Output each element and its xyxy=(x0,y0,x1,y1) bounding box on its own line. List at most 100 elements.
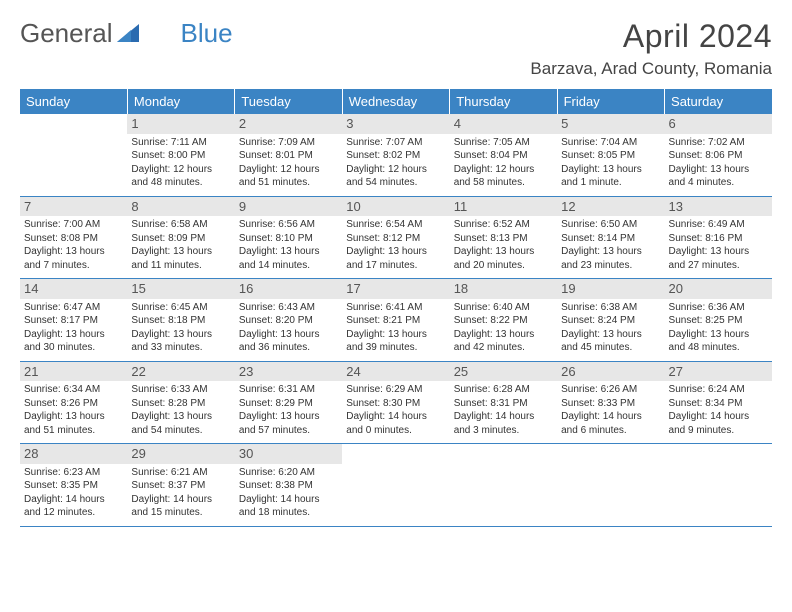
day-number: 19 xyxy=(557,279,664,299)
sunrise-line: Sunrise: 6:41 AM xyxy=(346,301,445,315)
brand-part1: General xyxy=(20,18,113,49)
calendar-cell: 11Sunrise: 6:52 AMSunset: 8:13 PMDayligh… xyxy=(450,196,557,279)
weekday-header: Tuesday xyxy=(235,89,342,114)
weekday-header: Thursday xyxy=(450,89,557,114)
daylight-line: Daylight: 13 hours and 45 minutes. xyxy=(561,328,660,355)
day-number: 25 xyxy=(450,362,557,382)
sunset-line: Sunset: 8:18 PM xyxy=(131,314,230,328)
day-number: 9 xyxy=(235,197,342,217)
calendar-row: 1Sunrise: 7:11 AMSunset: 8:00 PMDaylight… xyxy=(20,114,772,196)
sunrise-line: Sunrise: 6:23 AM xyxy=(24,466,123,480)
sunrise-line: Sunrise: 6:36 AM xyxy=(669,301,768,315)
day-number: 17 xyxy=(342,279,449,299)
calendar-cell: 24Sunrise: 6:29 AMSunset: 8:30 PMDayligh… xyxy=(342,361,449,444)
calendar-cell: 29Sunrise: 6:21 AMSunset: 8:37 PMDayligh… xyxy=(127,444,234,527)
sunrise-line: Sunrise: 6:50 AM xyxy=(561,218,660,232)
calendar-cell: 27Sunrise: 6:24 AMSunset: 8:34 PMDayligh… xyxy=(665,361,772,444)
daylight-line: Daylight: 13 hours and 54 minutes. xyxy=(131,410,230,437)
daylight-line: Daylight: 13 hours and 17 minutes. xyxy=(346,245,445,272)
day-number: 14 xyxy=(20,279,127,299)
sunrise-line: Sunrise: 6:31 AM xyxy=(239,383,338,397)
weekday-header: Saturday xyxy=(665,89,772,114)
day-number: 20 xyxy=(665,279,772,299)
daylight-line: Daylight: 14 hours and 9 minutes. xyxy=(669,410,768,437)
day-number: 18 xyxy=(450,279,557,299)
sunrise-line: Sunrise: 6:38 AM xyxy=(561,301,660,315)
day-number: 8 xyxy=(127,197,234,217)
month-title: April 2024 xyxy=(530,18,772,55)
calendar-row: 7Sunrise: 7:00 AMSunset: 8:08 PMDaylight… xyxy=(20,196,772,279)
sunrise-line: Sunrise: 6:33 AM xyxy=(131,383,230,397)
day-number: 16 xyxy=(235,279,342,299)
day-number: 21 xyxy=(20,362,127,382)
sunset-line: Sunset: 8:20 PM xyxy=(239,314,338,328)
daylight-line: Daylight: 13 hours and 36 minutes. xyxy=(239,328,338,355)
calendar-cell xyxy=(450,444,557,527)
day-number: 29 xyxy=(127,444,234,464)
sunrise-line: Sunrise: 7:04 AM xyxy=(561,136,660,150)
day-number: 10 xyxy=(342,197,449,217)
brand-part2: Blue xyxy=(181,18,233,49)
sunset-line: Sunset: 8:13 PM xyxy=(454,232,553,246)
daylight-line: Daylight: 13 hours and 39 minutes. xyxy=(346,328,445,355)
sunrise-line: Sunrise: 6:58 AM xyxy=(131,218,230,232)
day-number: 11 xyxy=(450,197,557,217)
calendar-cell: 6Sunrise: 7:02 AMSunset: 8:06 PMDaylight… xyxy=(665,114,772,196)
sunset-line: Sunset: 8:25 PM xyxy=(669,314,768,328)
sunrise-line: Sunrise: 6:52 AM xyxy=(454,218,553,232)
calendar-cell: 2Sunrise: 7:09 AMSunset: 8:01 PMDaylight… xyxy=(235,114,342,196)
sunset-line: Sunset: 8:28 PM xyxy=(131,397,230,411)
day-number: 30 xyxy=(235,444,342,464)
daylight-line: Daylight: 13 hours and 57 minutes. xyxy=(239,410,338,437)
sunset-line: Sunset: 8:08 PM xyxy=(24,232,123,246)
calendar-cell: 21Sunrise: 6:34 AMSunset: 8:26 PMDayligh… xyxy=(20,361,127,444)
daylight-line: Daylight: 13 hours and 20 minutes. xyxy=(454,245,553,272)
weekday-header: Monday xyxy=(127,89,234,114)
day-number: 24 xyxy=(342,362,449,382)
sunrise-line: Sunrise: 6:54 AM xyxy=(346,218,445,232)
day-number: 22 xyxy=(127,362,234,382)
calendar-cell: 15Sunrise: 6:45 AMSunset: 8:18 PMDayligh… xyxy=(127,279,234,362)
calendar-cell: 4Sunrise: 7:05 AMSunset: 8:04 PMDaylight… xyxy=(450,114,557,196)
sunrise-line: Sunrise: 6:24 AM xyxy=(669,383,768,397)
calendar-cell: 17Sunrise: 6:41 AMSunset: 8:21 PMDayligh… xyxy=(342,279,449,362)
title-block: April 2024 Barzava, Arad County, Romania xyxy=(530,18,772,79)
daylight-line: Daylight: 13 hours and 51 minutes. xyxy=(24,410,123,437)
daylight-line: Daylight: 12 hours and 48 minutes. xyxy=(131,163,230,190)
calendar-cell: 16Sunrise: 6:43 AMSunset: 8:20 PMDayligh… xyxy=(235,279,342,362)
sunset-line: Sunset: 8:22 PM xyxy=(454,314,553,328)
day-number: 23 xyxy=(235,362,342,382)
daylight-line: Daylight: 12 hours and 58 minutes. xyxy=(454,163,553,190)
day-number: 27 xyxy=(665,362,772,382)
page: General Blue April 2024 Barzava, Arad Co… xyxy=(0,0,792,527)
calendar-cell: 8Sunrise: 6:58 AMSunset: 8:09 PMDaylight… xyxy=(127,196,234,279)
sunset-line: Sunset: 8:37 PM xyxy=(131,479,230,493)
sunset-line: Sunset: 8:14 PM xyxy=(561,232,660,246)
sunrise-line: Sunrise: 6:49 AM xyxy=(669,218,768,232)
day-number: 12 xyxy=(557,197,664,217)
calendar-cell: 30Sunrise: 6:20 AMSunset: 8:38 PMDayligh… xyxy=(235,444,342,527)
calendar-cell: 1Sunrise: 7:11 AMSunset: 8:00 PMDaylight… xyxy=(127,114,234,196)
daylight-line: Daylight: 14 hours and 12 minutes. xyxy=(24,493,123,520)
calendar-row: 21Sunrise: 6:34 AMSunset: 8:26 PMDayligh… xyxy=(20,361,772,444)
sunrise-line: Sunrise: 6:45 AM xyxy=(131,301,230,315)
calendar-cell: 10Sunrise: 6:54 AMSunset: 8:12 PMDayligh… xyxy=(342,196,449,279)
daylight-line: Daylight: 14 hours and 6 minutes. xyxy=(561,410,660,437)
daylight-line: Daylight: 13 hours and 11 minutes. xyxy=(131,245,230,272)
sunset-line: Sunset: 8:33 PM xyxy=(561,397,660,411)
calendar-cell: 7Sunrise: 7:00 AMSunset: 8:08 PMDaylight… xyxy=(20,196,127,279)
day-number: 6 xyxy=(665,114,772,134)
calendar-cell: 3Sunrise: 7:07 AMSunset: 8:02 PMDaylight… xyxy=(342,114,449,196)
weekday-header-row: SundayMondayTuesdayWednesdayThursdayFrid… xyxy=(20,89,772,114)
sunset-line: Sunset: 8:06 PM xyxy=(669,149,768,163)
weekday-header: Friday xyxy=(557,89,664,114)
sunrise-line: Sunrise: 6:40 AM xyxy=(454,301,553,315)
daylight-line: Daylight: 14 hours and 3 minutes. xyxy=(454,410,553,437)
sunrise-line: Sunrise: 7:07 AM xyxy=(346,136,445,150)
daylight-line: Daylight: 14 hours and 18 minutes. xyxy=(239,493,338,520)
sunrise-line: Sunrise: 6:26 AM xyxy=(561,383,660,397)
calendar-table: SundayMondayTuesdayWednesdayThursdayFrid… xyxy=(20,89,772,527)
logo-triangle-icon xyxy=(117,18,139,49)
calendar-cell: 28Sunrise: 6:23 AMSunset: 8:35 PMDayligh… xyxy=(20,444,127,527)
daylight-line: Daylight: 13 hours and 30 minutes. xyxy=(24,328,123,355)
